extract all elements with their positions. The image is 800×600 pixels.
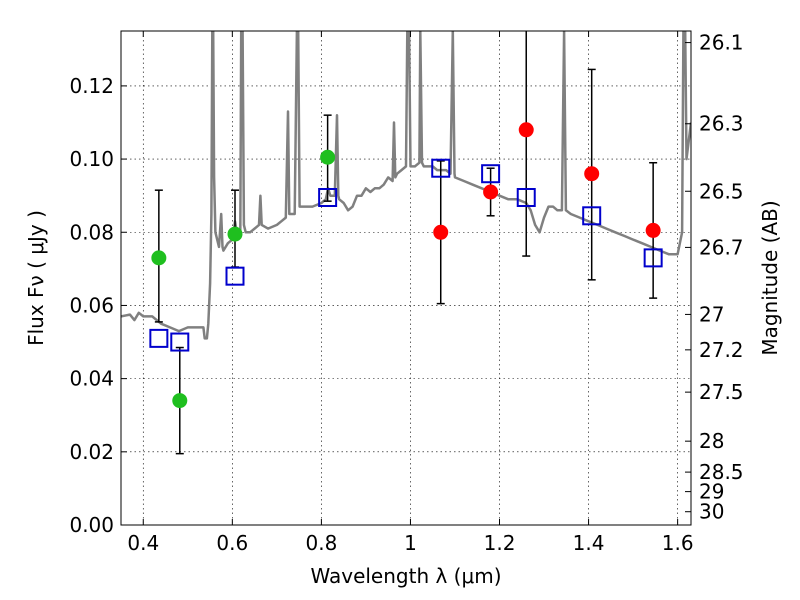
infrared-data-point	[645, 222, 661, 238]
y-tick-label: 0.04	[69, 367, 114, 391]
mag-tick-label: 27	[699, 302, 724, 326]
optical-data-point	[320, 149, 336, 165]
x-tick-label: 0.4	[127, 531, 159, 555]
infrared-data-point	[433, 224, 449, 240]
mag-tick-label: 27.5	[699, 380, 744, 404]
y-tick-label: 0.08	[69, 220, 114, 244]
mag-tick-label: 26.1	[699, 31, 744, 55]
infrared-data-point	[584, 166, 600, 182]
y-tick-label: 0.12	[69, 74, 114, 98]
spectrum-layer	[121, 31, 691, 340]
model-photometry-square	[431, 158, 451, 178]
optical-data-point	[227, 226, 243, 242]
model-photometry-square	[481, 164, 501, 184]
y2-axis-label: Magnitude (AB)	[758, 200, 782, 355]
mag-tick-label: 27.2	[699, 338, 744, 362]
model-photometry-square	[643, 248, 663, 268]
y-tick-label: 0.10	[69, 147, 114, 171]
model-photometry-square	[149, 328, 169, 348]
model-photometry-square	[170, 332, 190, 352]
infrared-data-point	[518, 122, 534, 138]
axis-ticks: 0.4 0.6 0.8 1 1.2 1.4 1.6 0.00 0.02 0.04 0.06 0.08 0…	[69, 31, 743, 555]
model-photometry-square	[318, 187, 338, 207]
plot-frame	[120, 30, 692, 526]
model-spectrum-line	[121, 31, 691, 340]
mag-tick-label: 26.5	[699, 179, 744, 203]
y-tick-label: 0.06	[69, 293, 114, 317]
mag-tick-label: 30	[699, 500, 724, 524]
x-tick-label: 1.2	[484, 531, 516, 555]
model-photometry-square	[225, 266, 245, 286]
mag-tick-label: 29	[699, 480, 724, 504]
model-photometry-square	[516, 187, 536, 207]
optical-data-point	[151, 250, 167, 266]
data-points	[149, 122, 663, 409]
x-tick-label: 1.4	[573, 531, 605, 555]
model-photometry-square	[582, 206, 602, 226]
x-tick-label: 0.8	[305, 531, 337, 555]
x-tick-label: 1.6	[662, 531, 694, 555]
optical-data-point	[172, 393, 188, 409]
mag-tick-label: 26.7	[699, 235, 744, 259]
mag-tick-label: 28.5	[699, 460, 744, 484]
x-tick-label: 1	[404, 531, 417, 555]
x-axis-label: Wavelength λ (μm)	[310, 564, 501, 588]
mag-tick-label: 26.3	[699, 112, 744, 136]
y-axis-label: Flux Fν ( μJy )	[24, 210, 48, 346]
mag-tick-label: 28	[699, 429, 724, 453]
x-tick-label: 0.6	[216, 531, 248, 555]
infrared-data-point	[483, 184, 499, 200]
y-tick-label: 0.02	[69, 440, 114, 464]
y-tick-label: 0.00	[69, 513, 114, 537]
